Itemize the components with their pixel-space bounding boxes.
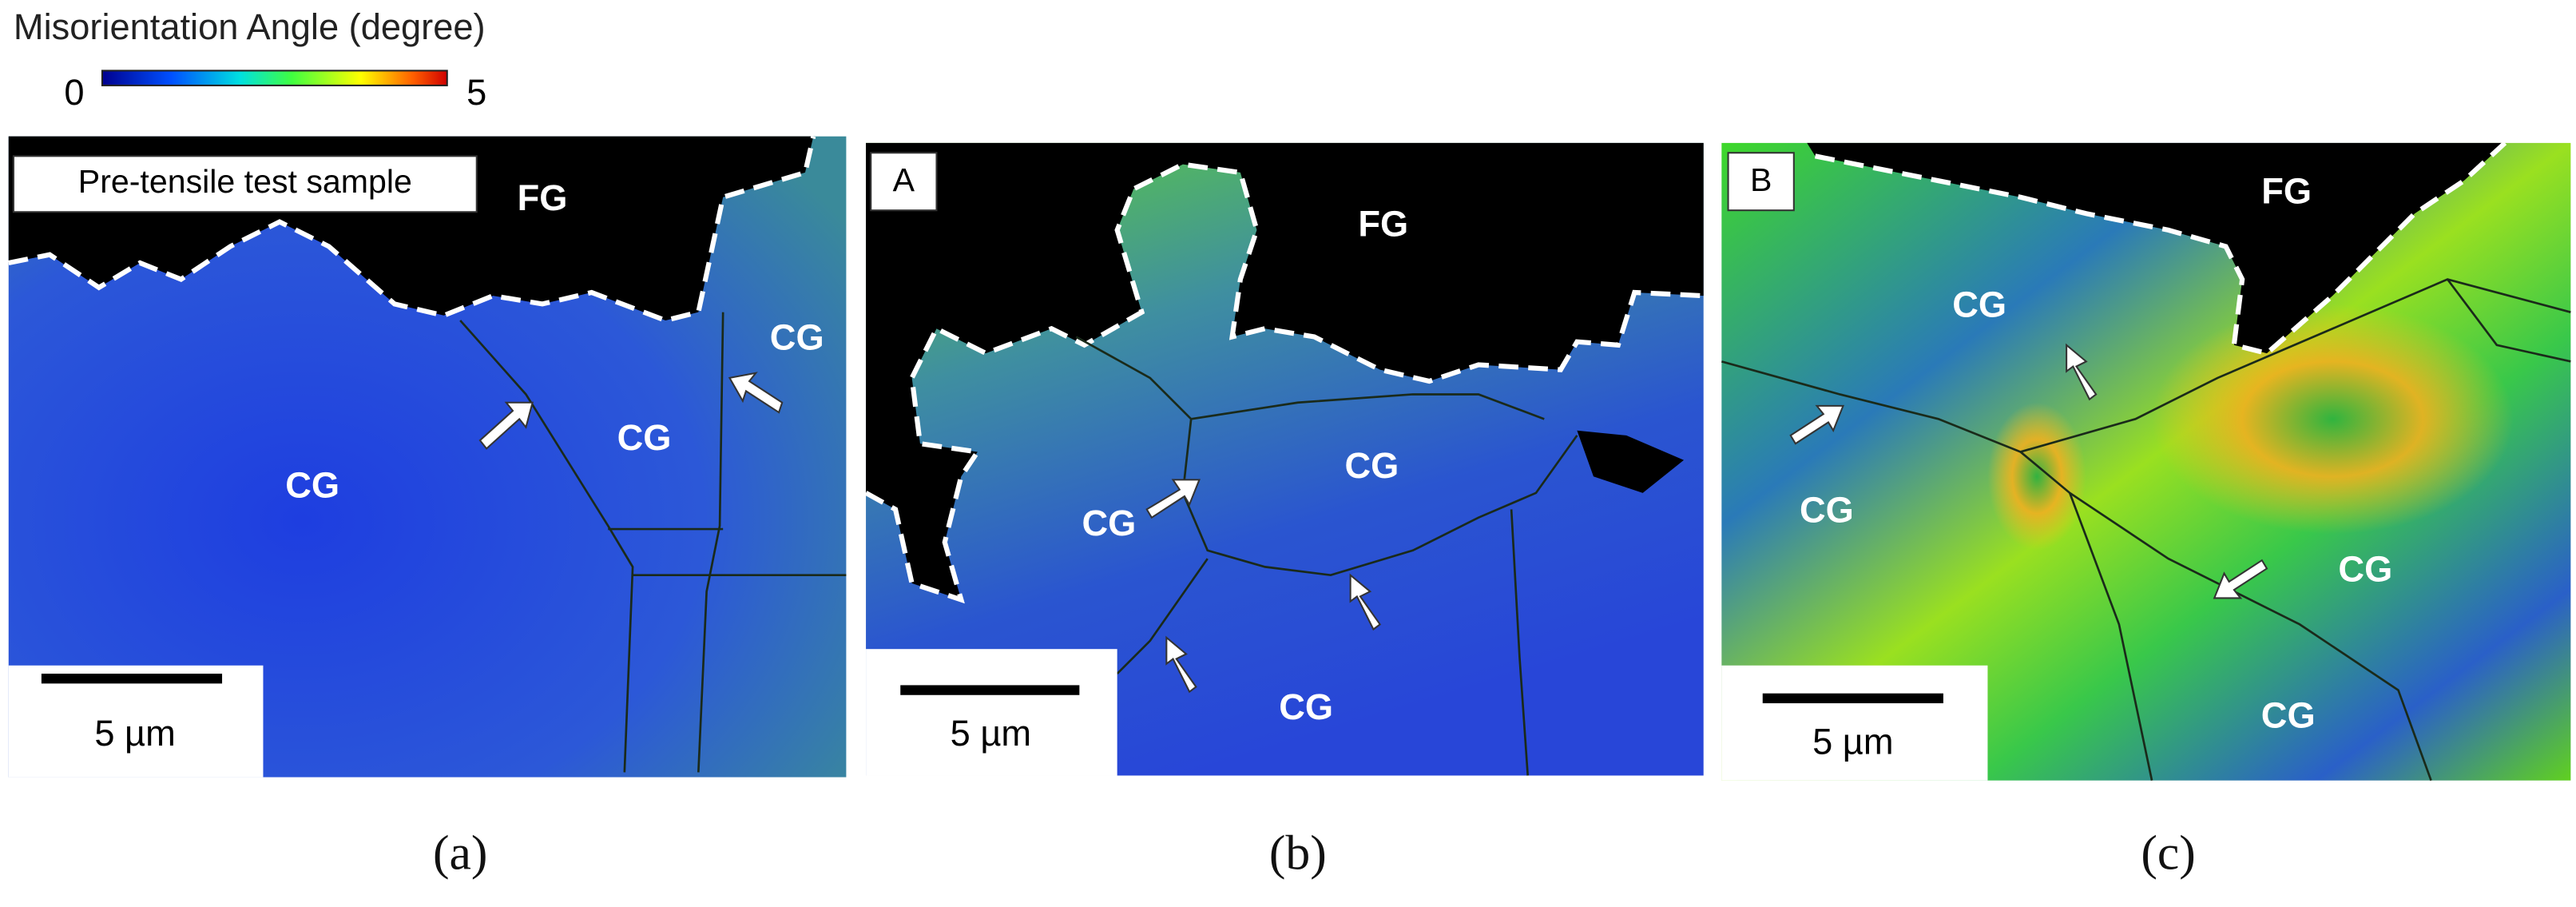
scale-label: 5 µm [1812, 721, 1893, 762]
panel-a: Pre-tensile test sample FG CG CG CG 5 µm [8, 135, 847, 778]
colorbar [101, 70, 448, 86]
panel-caption: (c) [2141, 825, 2195, 880]
region-label: CG [770, 317, 824, 358]
panel-c: B FG CG CG CG CG 5 µm [1721, 141, 2571, 782]
region-label: CG [2338, 548, 2392, 589]
colorbar-min: 0 [64, 72, 84, 113]
region-label: CG [1952, 284, 2006, 324]
region-label: CG [617, 417, 672, 458]
region-label: FG [2261, 171, 2312, 212]
panel-tag: Pre-tensile test sample [78, 163, 412, 200]
region-label: CG [1082, 503, 1136, 543]
region-label: FG [518, 177, 568, 218]
region-label: CG [285, 465, 339, 506]
panel-tag: B [1750, 161, 1772, 198]
region-label: CG [1279, 686, 1333, 727]
scale-label: 5 µm [951, 713, 1031, 754]
panel-caption: (a) [433, 825, 487, 880]
region-label: CG [1344, 445, 1399, 486]
region-label: CG [1800, 489, 1854, 530]
panel-b: A FG CG CG CG 5 µm [864, 142, 1704, 776]
region-label: FG [1358, 204, 1408, 245]
panel-tag: A [893, 161, 915, 198]
panel-caption: (b) [1269, 825, 1327, 880]
figure-title: Misorientation Angle (degree) [14, 6, 486, 47]
region-label: CG [2261, 694, 2316, 735]
scale-label: 5 µm [94, 713, 175, 754]
colorbar-max: 5 [466, 72, 486, 113]
